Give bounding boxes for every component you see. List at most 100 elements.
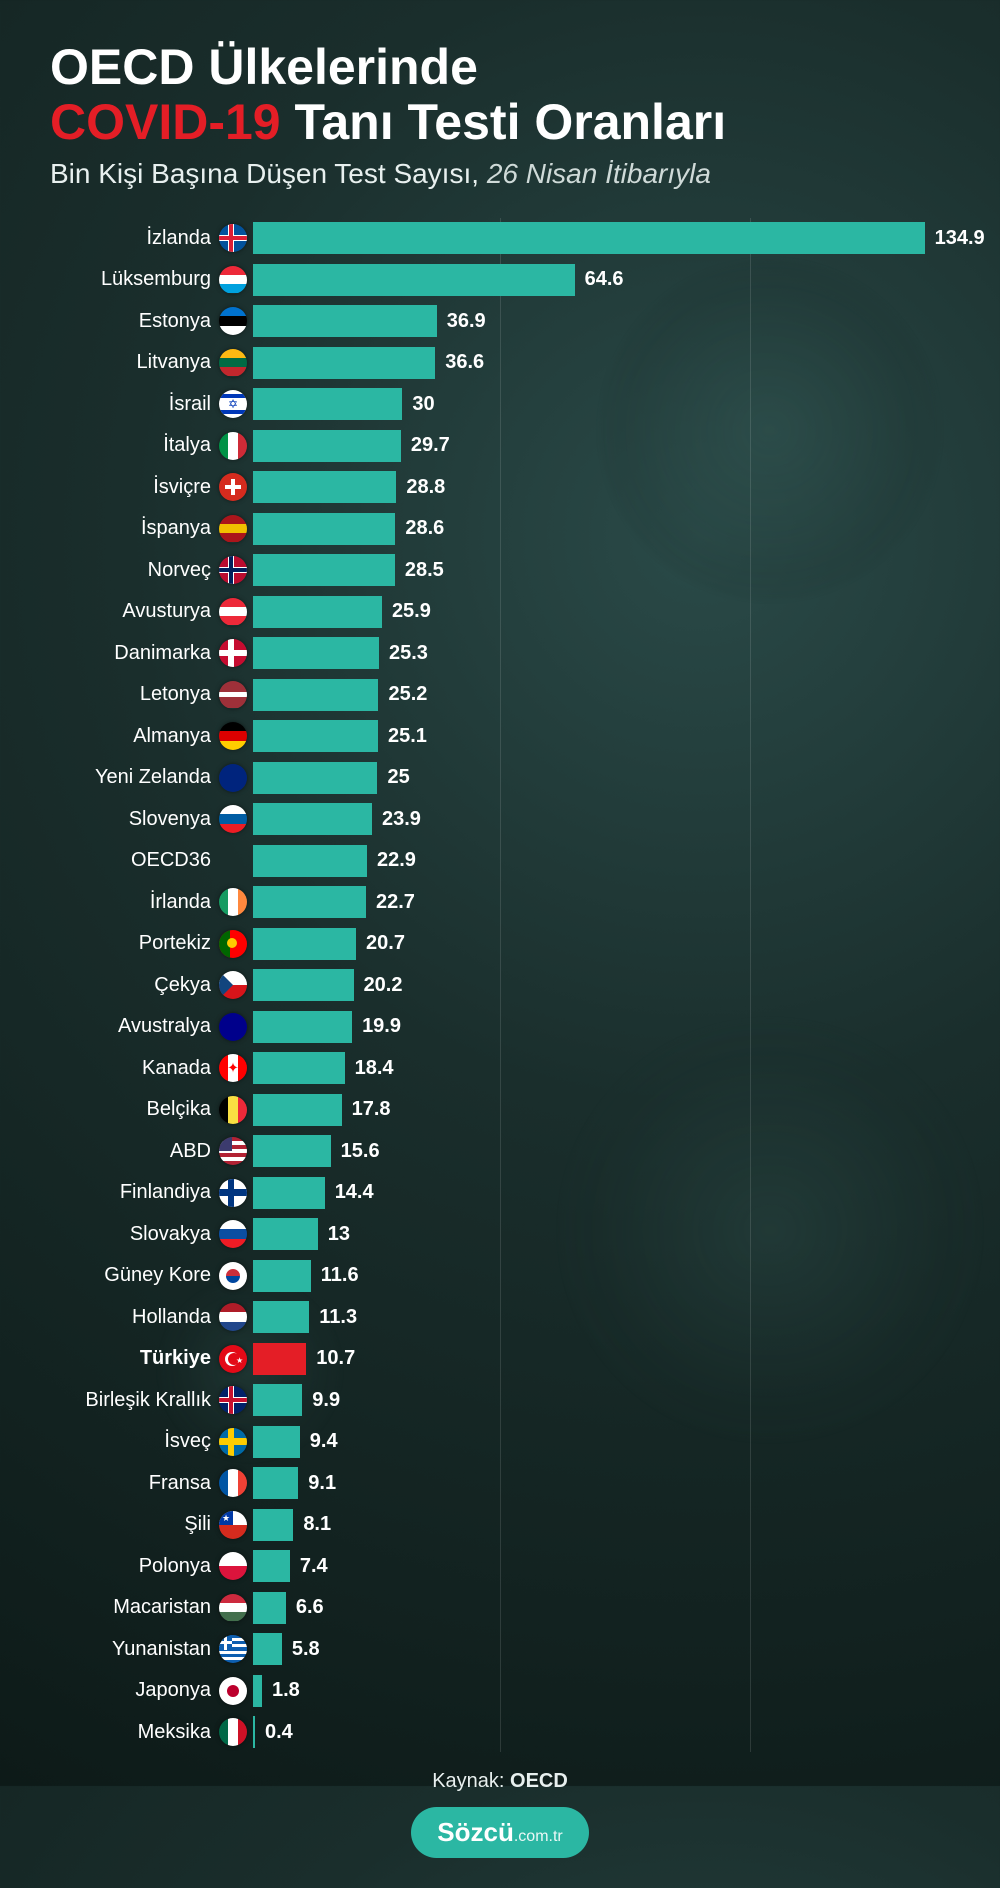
norway-flag-icon xyxy=(219,556,247,584)
bar xyxy=(253,1094,342,1126)
bar-value: 9.9 xyxy=(312,1389,340,1412)
chart-row: Yeni Zelanda25 xyxy=(50,758,950,798)
chart-row: Norveç28.5 xyxy=(50,550,950,590)
bar-value: 22.7 xyxy=(376,891,415,914)
country-label: Meksika xyxy=(50,1721,215,1744)
bar-wrap: 25.9 xyxy=(253,596,950,628)
iceland-flag-icon xyxy=(219,224,247,252)
country-label: Portekiz xyxy=(50,932,215,955)
bar-wrap: 25 xyxy=(253,762,950,794)
country-label: İsrail xyxy=(50,393,215,416)
bar-value: 11.3 xyxy=(319,1306,357,1329)
hungary-flag-icon xyxy=(219,1594,247,1622)
austria-flag-icon xyxy=(219,598,247,626)
subtitle: Bin Kişi Başına Düşen Test Sayısı, 26 Ni… xyxy=(50,158,950,190)
chart-row: Şili★8.1 xyxy=(50,1505,950,1545)
chart-row: Avusturya25.9 xyxy=(50,592,950,632)
bar-wrap: 23.9 xyxy=(253,803,950,835)
country-label: ABD xyxy=(50,1140,215,1163)
country-label: Litvanya xyxy=(50,351,215,374)
bar-wrap: 36.9 xyxy=(253,305,950,337)
country-label: Letonya xyxy=(50,683,215,706)
bar-value: 9.1 xyxy=(308,1472,336,1495)
bar xyxy=(253,1633,282,1665)
chart-row: Slovakya13 xyxy=(50,1214,950,1254)
bar-wrap: 9.4 xyxy=(253,1426,950,1458)
country-label: Finlandiya xyxy=(50,1181,215,1204)
country-label: Kanada xyxy=(50,1057,215,1080)
bar-value: 20.2 xyxy=(364,974,403,997)
canada-flag-icon: ✦ xyxy=(219,1054,247,1082)
chart-row: Portekiz 20.7 xyxy=(50,924,950,964)
greece-flag-icon xyxy=(219,1635,247,1663)
subtitle-date: 26 Nisan İtibarıyla xyxy=(487,158,711,189)
france-flag-icon xyxy=(219,1469,247,1497)
chart-row: Belçika 17.8 xyxy=(50,1090,950,1130)
chart-row: Finlandiya 14.4 xyxy=(50,1173,950,1213)
none-flag-icon xyxy=(219,847,247,875)
bar xyxy=(253,1592,286,1624)
bar-wrap: 9.9 xyxy=(253,1384,950,1416)
bar-wrap: 22.9 xyxy=(253,845,950,877)
subtitle-prefix: Bin Kişi Başına Düşen Test Sayısı, xyxy=(50,158,487,189)
country-label: Şili xyxy=(50,1513,215,1536)
country-label: Çekya xyxy=(50,974,215,997)
country-label: Estonya xyxy=(50,310,215,333)
publisher-logo: Sözcü.com.tr xyxy=(411,1807,588,1858)
bar xyxy=(253,1218,318,1250)
germany-flag-icon xyxy=(219,722,247,750)
bar xyxy=(253,1675,262,1707)
chart-row: OECD3622.9 xyxy=(50,841,950,881)
bar-value: 17.8 xyxy=(352,1098,391,1121)
bar-value: 14.4 xyxy=(335,1181,374,1204)
bar-wrap: 15.6 xyxy=(253,1135,950,1167)
country-label: Türkiye xyxy=(50,1347,215,1370)
bar xyxy=(253,388,402,420)
bar-wrap: 25.1 xyxy=(253,720,950,752)
bar xyxy=(253,845,367,877)
bar-wrap: 5.8 xyxy=(253,1633,950,1665)
bar-value: 25.9 xyxy=(392,600,431,623)
chart-row: Türkiye★10.7 xyxy=(50,1339,950,1379)
bar-wrap: 20.7 xyxy=(253,928,950,960)
bar xyxy=(253,430,401,462)
bar-chart: İzlanda134.9Lüksemburg64.6Estonya36.9Lit… xyxy=(50,218,950,1752)
chart-row: Güney Kore11.6 xyxy=(50,1256,950,1296)
source-value: OECD xyxy=(510,1770,568,1792)
country-label: Avustralya xyxy=(50,1015,215,1038)
bar-value: 18.4 xyxy=(355,1057,394,1080)
bar xyxy=(253,803,372,835)
bar-value: 10.7 xyxy=(316,1347,355,1370)
title-block: OECD Ülkelerinde COVID-19 Tanı Testi Ora… xyxy=(50,40,950,190)
bar-value: 30 xyxy=(412,393,434,416)
bar-value: 36.9 xyxy=(447,310,486,333)
chart-row: Fransa9.1 xyxy=(50,1463,950,1503)
country-label: Belçika xyxy=(50,1098,215,1121)
bar xyxy=(253,969,354,1001)
country-label: Almanya xyxy=(50,725,215,748)
country-label: Güney Kore xyxy=(50,1264,215,1287)
bar-wrap: 18.4 xyxy=(253,1052,950,1084)
country-label: Macaristan xyxy=(50,1596,215,1619)
chart-row: Lüksemburg64.6 xyxy=(50,260,950,300)
bar-wrap: 64.6 xyxy=(253,264,950,296)
bar-value: 0.4 xyxy=(265,1721,293,1744)
bar-wrap: 29.7 xyxy=(253,430,950,462)
bar-wrap: 25.2 xyxy=(253,679,950,711)
estonia-flag-icon xyxy=(219,307,247,335)
country-label: İsviçre xyxy=(50,476,215,499)
bar-value: 9.4 xyxy=(310,1430,338,1453)
country-label: Slovakya xyxy=(50,1223,215,1246)
bar-value: 29.7 xyxy=(411,434,450,457)
country-label: Hollanda xyxy=(50,1306,215,1329)
bar-value: 1.8 xyxy=(272,1679,300,1702)
bar xyxy=(253,596,382,628)
chart-row: Letonya 25.2 xyxy=(50,675,950,715)
bar-value: 19.9 xyxy=(362,1015,401,1038)
switzerland-flag-icon xyxy=(219,473,247,501)
country-label: Polonya xyxy=(50,1555,215,1578)
chart-row: Polonya7.4 xyxy=(50,1546,950,1586)
country-label: Norveç xyxy=(50,559,215,582)
chart-row: Avustralya 19.9 xyxy=(50,1007,950,1047)
chart-row: Slovenya23.9 xyxy=(50,799,950,839)
